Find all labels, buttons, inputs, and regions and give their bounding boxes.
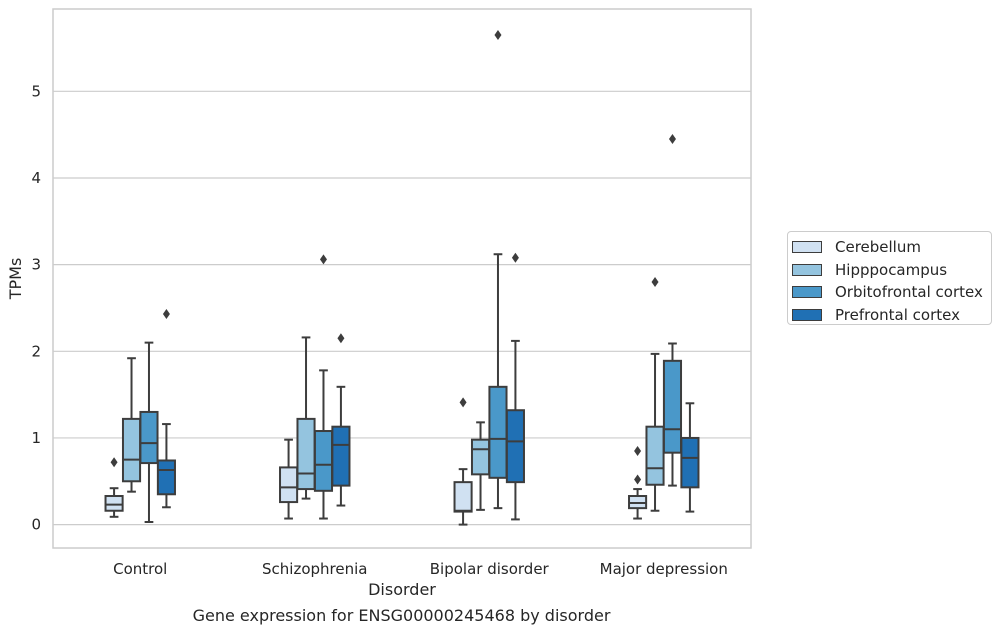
legend-item-hippocampus: Hipppocampus — [792, 259, 991, 282]
box-3-2 — [505, 252, 525, 521]
box-iqr — [156, 459, 176, 496]
box-2-1 — [313, 254, 334, 520]
outlier-point — [459, 397, 467, 408]
x-tick-label: Bipolar disorder — [430, 560, 550, 578]
box-2-3 — [662, 133, 683, 487]
legend-item-prefrontal: Prefrontal cortex — [792, 304, 991, 327]
box-0-1 — [279, 438, 299, 520]
legend-label-orbitofrontal: Orbitofrontal cortex — [835, 283, 983, 302]
legend-item-cerebellum: Cerebellum — [792, 236, 991, 259]
legend-swatch-cerebellum — [792, 241, 822, 254]
outlier-point — [110, 457, 118, 468]
outlier-point — [634, 474, 642, 485]
y-tick-label: 5 — [31, 82, 41, 100]
box-0-3 — [628, 445, 648, 520]
legend: Cerebellum Hipppocampus Orbitofrontal co… — [787, 231, 992, 325]
box-1-1 — [296, 336, 316, 500]
x-tick-label: Major depression — [600, 560, 728, 578]
x-tick-label: Control — [113, 560, 167, 578]
box-iqr — [453, 481, 473, 513]
box-iqr — [662, 359, 683, 454]
outlier-point — [634, 445, 642, 456]
y-tick-label: 1 — [31, 429, 41, 447]
box-iqr — [505, 409, 525, 484]
box-iqr — [313, 430, 334, 492]
chart-caption: Gene expression for ENSG00000245468 by d… — [192, 606, 611, 625]
outlier-point — [337, 333, 345, 344]
x-tick-label: Schizophrenia — [262, 560, 367, 578]
box-iqr — [121, 417, 142, 483]
x-axis-label: Disorder — [368, 580, 436, 599]
outlier-point — [162, 309, 170, 320]
box-1-2 — [470, 421, 491, 511]
legend-label-hippocampus: Hipppocampus — [835, 260, 948, 279]
box-2-0 — [139, 341, 159, 524]
box-1-0 — [121, 357, 142, 493]
box-iqr — [296, 417, 316, 491]
outlier-point — [494, 29, 502, 40]
y-tick-label: 0 — [31, 516, 41, 534]
box-3-0 — [156, 309, 176, 509]
box-iqr — [470, 438, 491, 476]
box-1-3 — [645, 276, 665, 512]
box-iqr — [488, 385, 508, 479]
legend-label-cerebellum: Cerebellum — [835, 238, 921, 257]
outlier-point — [668, 133, 676, 144]
y-axis-label: TPMs — [6, 258, 25, 301]
legend-swatch-hippocampus — [792, 263, 822, 276]
y-tick-label: 2 — [31, 342, 41, 360]
box-iqr — [139, 410, 159, 465]
box-iqr — [104, 495, 124, 512]
y-tick-label: 4 — [31, 169, 41, 187]
outlier-point — [511, 252, 519, 263]
box-iqr — [279, 466, 299, 504]
box-3-3 — [680, 402, 700, 513]
box-3-1 — [331, 333, 351, 507]
box-iqr — [680, 436, 700, 489]
plot-frame — [52, 8, 752, 549]
box-iqr — [645, 425, 665, 486]
legend-label-prefrontal: Prefrontal cortex — [835, 305, 960, 324]
box-2-2 — [488, 29, 508, 510]
y-tick-label: 3 — [31, 256, 41, 274]
legend-swatch-prefrontal — [792, 308, 822, 321]
box-0-0 — [104, 457, 124, 518]
legend-swatch-orbitofrontal — [792, 286, 822, 299]
box-iqr — [331, 425, 351, 487]
outlier-point — [651, 276, 659, 287]
legend-item-orbitofrontal: Orbitofrontal cortex — [792, 281, 991, 304]
outlier-point — [319, 254, 327, 265]
box-0-2 — [453, 397, 473, 526]
